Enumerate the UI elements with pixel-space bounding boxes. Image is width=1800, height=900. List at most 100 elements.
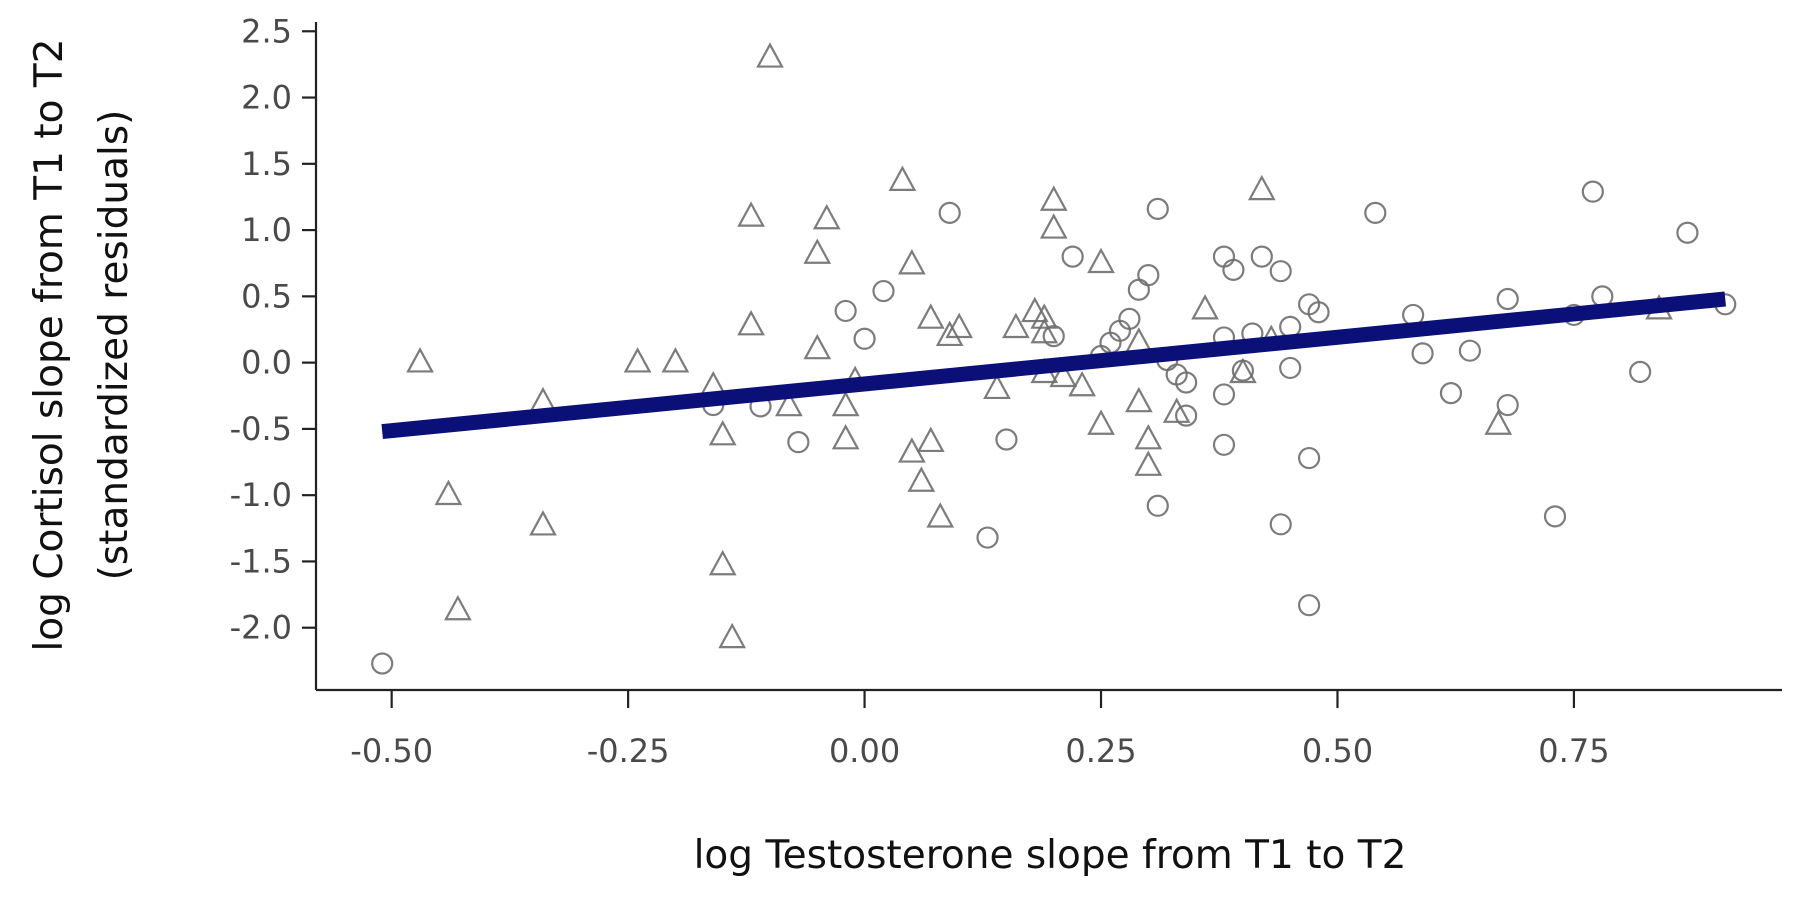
circle-point bbox=[1175, 404, 1198, 427]
y-axis-title-line-1: log Cortisol slope from T1 to T2 bbox=[27, 38, 72, 651]
x-tick-label: 0.25 bbox=[1065, 732, 1136, 770]
triangle-point bbox=[916, 426, 945, 453]
triangle-point bbox=[708, 549, 737, 576]
circle-point bbox=[1212, 383, 1236, 406]
triangle-point bbox=[1191, 294, 1219, 320]
triangle-point bbox=[1124, 386, 1153, 413]
triangle-point bbox=[803, 238, 832, 264]
circle-point bbox=[1439, 382, 1463, 405]
triangle-point bbox=[406, 347, 434, 373]
y-tick-label: 1.0 bbox=[241, 211, 292, 249]
data-points bbox=[371, 42, 1737, 675]
regression-line bbox=[381, 291, 1726, 440]
triangle-point bbox=[812, 203, 841, 230]
y-axis-title-group: log Cortisol slope from T1 to T2 (standa… bbox=[27, 38, 137, 651]
circle-point bbox=[1543, 505, 1567, 528]
triangle-point bbox=[756, 42, 784, 68]
x-tick-label: -0.50 bbox=[350, 732, 433, 770]
triangle-point bbox=[1087, 409, 1115, 435]
x-axis-ticks: -0.50 -0.25 0.00 0.25 0.50 0.75 bbox=[350, 690, 1610, 770]
circle-point bbox=[1297, 594, 1321, 617]
triangle-point bbox=[1020, 296, 1049, 323]
circle-point bbox=[1212, 433, 1236, 456]
triangle-point bbox=[1247, 174, 1276, 201]
circle-point bbox=[834, 299, 857, 323]
triangle-point bbox=[1030, 317, 1059, 344]
triangle-point bbox=[1039, 213, 1068, 239]
circle-point bbox=[1212, 245, 1236, 268]
triangle-point bbox=[1030, 303, 1059, 329]
y-tick-label: 2.5 bbox=[241, 12, 292, 50]
y-tick-label: 1.5 bbox=[241, 145, 292, 183]
circle-point bbox=[1269, 260, 1292, 283]
triangle-point bbox=[888, 165, 917, 191]
circle-point bbox=[872, 279, 895, 303]
triangle-point bbox=[737, 310, 765, 336]
triangle-point bbox=[1039, 185, 1068, 211]
triangle-point bbox=[898, 249, 926, 275]
x-tick-label: 0.00 bbox=[829, 732, 900, 770]
circle-point bbox=[371, 652, 394, 675]
triangle-point bbox=[916, 303, 945, 329]
x-axis-title: log Testosterone slope from T1 to T2 bbox=[694, 833, 1407, 878]
y-tick-label: 2.0 bbox=[241, 79, 292, 117]
circle-point bbox=[1307, 301, 1330, 324]
circle-point bbox=[1222, 258, 1245, 281]
circle-point bbox=[1137, 264, 1160, 287]
circle-point bbox=[1364, 201, 1387, 224]
circle-point bbox=[1269, 513, 1292, 536]
circle-point bbox=[787, 431, 810, 454]
triangle-point bbox=[926, 502, 955, 528]
circle-point bbox=[1458, 339, 1481, 362]
circle-point bbox=[1496, 287, 1519, 311]
y-tick-label: 0.0 bbox=[241, 344, 292, 382]
circle-point bbox=[995, 428, 1018, 451]
circle-point bbox=[1496, 393, 1519, 417]
triangle-point bbox=[1068, 370, 1096, 397]
triangle-point bbox=[1134, 450, 1163, 476]
circle-point bbox=[1250, 245, 1273, 268]
triangle-point bbox=[935, 320, 964, 347]
triangle-point bbox=[737, 201, 765, 227]
circle-point bbox=[1629, 360, 1652, 384]
y-tick-label: -2.0 bbox=[230, 609, 292, 647]
circle-point bbox=[1175, 371, 1198, 394]
triangle-point bbox=[1484, 409, 1513, 435]
y-axis-title-line-2: (standardized residuals) bbox=[92, 110, 137, 581]
triangle-point bbox=[831, 424, 860, 450]
circle-point bbox=[1581, 180, 1604, 203]
x-tick-label: 0.50 bbox=[1302, 732, 1373, 770]
triangle-point bbox=[1134, 424, 1163, 450]
triangle-point bbox=[945, 312, 974, 339]
triangle-point bbox=[661, 347, 690, 373]
triangle-point bbox=[434, 479, 463, 506]
y-tick-label: -1.5 bbox=[230, 542, 292, 580]
triangle-point bbox=[1049, 361, 1078, 388]
circle-point bbox=[1297, 446, 1321, 470]
triangle-point bbox=[708, 420, 737, 446]
circle-point bbox=[1061, 245, 1084, 268]
y-axis-ticks: 2.5 2.0 1.5 1.0 0.5 0.0 -0.5 -1.0 -1.5 -2.0 bbox=[230, 12, 316, 647]
y-tick-label: -0.5 bbox=[230, 410, 292, 448]
regression-line-group bbox=[381, 291, 1726, 440]
triangle-point bbox=[983, 373, 1011, 400]
circle-point bbox=[1118, 307, 1141, 330]
triangle-point bbox=[907, 466, 936, 492]
circle-point bbox=[1279, 356, 1302, 380]
circle-point bbox=[938, 201, 961, 224]
triangle-point bbox=[718, 622, 747, 649]
circle-point bbox=[1127, 278, 1150, 301]
circle-point bbox=[1411, 342, 1434, 365]
circle-point bbox=[1676, 221, 1699, 244]
x-tick-label: -0.25 bbox=[587, 732, 670, 770]
circle-point bbox=[853, 327, 876, 350]
triangle-point bbox=[775, 390, 803, 417]
triangle-point bbox=[1087, 247, 1115, 274]
triangle-point bbox=[529, 510, 557, 536]
triangle-point bbox=[1162, 397, 1191, 423]
y-tick-label: 0.5 bbox=[241, 277, 292, 315]
triangle-point bbox=[1229, 357, 1257, 384]
circle-point bbox=[1042, 325, 1065, 348]
x-tick-label: 0.75 bbox=[1538, 732, 1609, 770]
